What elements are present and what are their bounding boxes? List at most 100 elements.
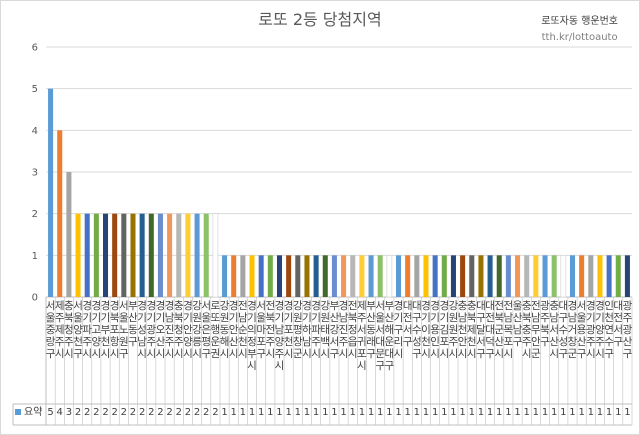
bar xyxy=(121,213,127,297)
bar xyxy=(93,213,99,297)
data-value-label: 2 xyxy=(203,407,209,418)
bar xyxy=(212,213,219,298)
data-value-label: 2 xyxy=(111,407,117,418)
data-value-label: 3 xyxy=(66,407,72,418)
data-value-label: 1 xyxy=(597,407,603,418)
data-value-label: 1 xyxy=(487,407,493,418)
bar xyxy=(276,255,283,297)
data-value-label: 1 xyxy=(313,407,319,418)
bar xyxy=(606,255,612,297)
data-value-label: 1 xyxy=(377,407,383,418)
data-value-label: 1 xyxy=(478,407,484,418)
data-value-label: 2 xyxy=(102,407,108,418)
data-value-label: 2 xyxy=(194,407,200,418)
data-value-label: 1 xyxy=(350,407,356,418)
bar xyxy=(112,213,118,297)
data-value-label: 1 xyxy=(231,407,237,418)
bar xyxy=(295,255,301,297)
data-value-label: 1 xyxy=(578,407,584,418)
bar xyxy=(231,255,237,297)
bar xyxy=(322,255,328,297)
brand-block: 로또자동 행운번호 tth.kr/lottoauto xyxy=(541,14,618,46)
bar xyxy=(222,255,228,297)
data-value-label: 1 xyxy=(432,407,438,418)
bar xyxy=(414,255,420,297)
y-tick-label: 0 xyxy=(32,293,38,304)
bar xyxy=(267,255,273,297)
bar xyxy=(139,213,145,297)
bar xyxy=(551,255,557,297)
data-value-label: 2 xyxy=(139,407,145,418)
bar xyxy=(405,255,411,297)
data-value-label: 1 xyxy=(423,407,429,418)
bar xyxy=(341,255,347,297)
data-value-label: 1 xyxy=(524,407,530,418)
bar xyxy=(148,213,154,297)
bar xyxy=(542,255,548,297)
data-value-label: 1 xyxy=(368,407,374,418)
bars xyxy=(48,88,630,298)
bar xyxy=(569,255,576,297)
data-value-label: 1 xyxy=(395,407,401,418)
y-axis: 0 1 2 3 4 5 6 xyxy=(32,43,38,304)
bar xyxy=(203,213,209,297)
bar xyxy=(185,213,191,297)
bar xyxy=(240,255,246,297)
data-value-label: 1 xyxy=(258,407,264,418)
bar xyxy=(66,172,72,297)
bar xyxy=(331,255,337,297)
data-value-label: 2 xyxy=(75,407,81,418)
data-value-label: 1 xyxy=(496,407,502,418)
data-value-label: 1 xyxy=(276,407,282,418)
y-tick-label: 2 xyxy=(32,209,38,220)
data-value-label: 2 xyxy=(121,407,127,418)
data-value-label: 2 xyxy=(130,407,136,418)
data-value-label: 1 xyxy=(295,407,301,418)
bar xyxy=(524,255,530,297)
bar xyxy=(460,255,466,297)
bar xyxy=(368,255,374,297)
bar xyxy=(57,130,63,297)
data-value-label: 2 xyxy=(212,407,218,418)
data-value-label: 2 xyxy=(185,407,191,418)
bar xyxy=(469,255,475,297)
bar xyxy=(423,255,429,297)
bar xyxy=(130,213,136,297)
data-value-label: 2 xyxy=(157,407,163,418)
y-tick-label: 5 xyxy=(32,84,38,95)
bar xyxy=(432,255,438,297)
data-value-label: 1 xyxy=(624,407,630,418)
bar xyxy=(167,213,173,297)
bar xyxy=(505,255,511,297)
